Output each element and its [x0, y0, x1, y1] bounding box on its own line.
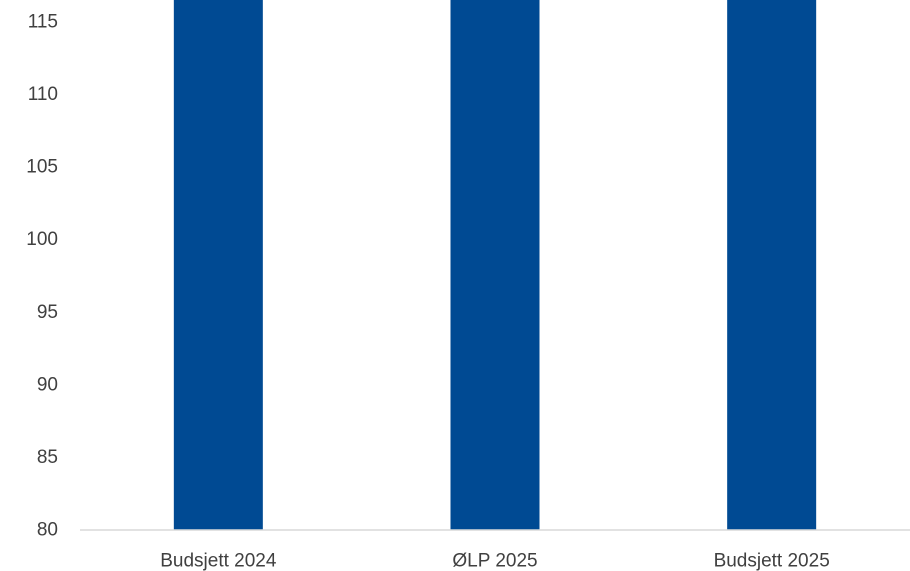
bar-segment [727, 0, 817, 531]
y-axis-tick-labels: 80 85 90 95 100 105 110 115 [26, 12, 58, 541]
y-tick-label: 90 [37, 374, 58, 395]
y-tick-label: 85 [37, 447, 58, 468]
y-tick-label: 80 [37, 520, 58, 541]
bar-segment [450, 0, 540, 531]
bar-stacks [173, 0, 817, 531]
x-axis-tick-labels: Budsjett 2024 ØLP 2025 Budsjett 2025 [160, 551, 830, 571]
x-tick-label: Budsjett 2024 [160, 551, 277, 571]
y-tick-label: 105 [26, 157, 58, 178]
y-tick-label: 95 [37, 302, 58, 323]
y-tick-label: 115 [28, 12, 58, 33]
y-tick-label: 100 [26, 229, 58, 250]
bar-segment [173, 0, 263, 530]
y-tick-label: 110 [28, 84, 58, 105]
x-tick-label: ØLP 2025 [452, 551, 537, 571]
x-tick-label: Budsjett 2025 [714, 551, 830, 571]
